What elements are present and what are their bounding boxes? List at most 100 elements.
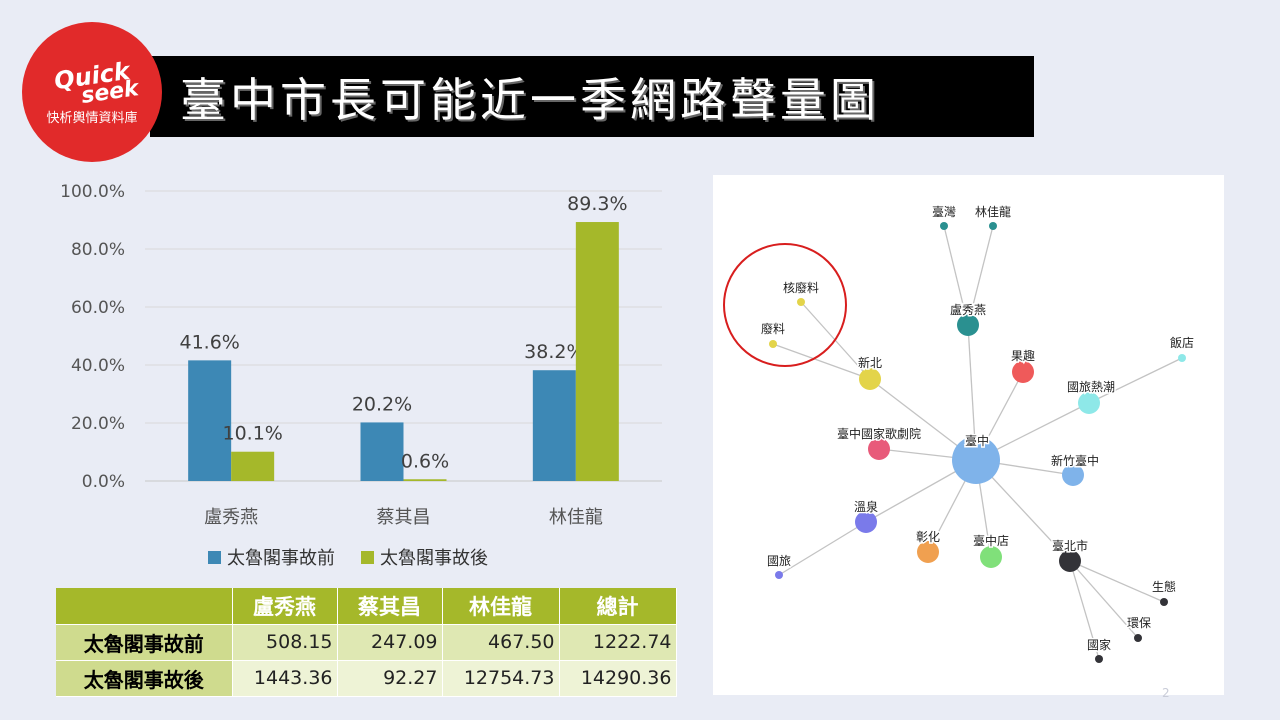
legend-label-after: 太魯閣事故後 <box>380 548 488 569</box>
network-node-linjialong <box>989 222 997 230</box>
network-edge <box>1069 560 1139 639</box>
y-tick-label: 100.0% <box>60 182 125 202</box>
highlight-circle <box>723 243 847 367</box>
legend-item-before: 太魯閣事故前 <box>208 544 335 570</box>
page-number: 2 <box>1162 686 1170 700</box>
table-row: 太魯閣事故前 508.15 247.09 467.50 1222.74 <box>56 624 677 661</box>
network-node-xinbei <box>859 368 881 390</box>
network-label-changhua: 彰化 <box>916 529 940 544</box>
network-node-guoqu <box>1012 361 1034 383</box>
x-category-label: 盧秀燕 <box>204 507 258 528</box>
y-tick-label: 0.0% <box>82 472 125 492</box>
bar-data-label: 20.2% <box>352 393 412 415</box>
table-cell: 14290.36 <box>559 660 677 697</box>
network-edge <box>967 225 994 326</box>
network-node-taipei <box>1059 550 1081 572</box>
page-title: 臺中市長可能近一季網路聲量圖 <box>180 73 880 127</box>
network-label-center: 臺中 <box>965 433 989 448</box>
table-cell: 12754.73 <box>442 660 560 697</box>
network-node-fandian <box>1178 354 1186 362</box>
x-category-label: 林佳龍 <box>549 507 603 528</box>
network-node-guolv <box>775 571 783 579</box>
network-node-huanbao <box>1134 634 1142 642</box>
table-header-cell: 總計 <box>559 588 677 625</box>
table-row: 太魯閣事故後 1443.36 92.27 12754.73 14290.36 <box>56 660 677 697</box>
network-label-hefeiliao: 核廢料 <box>783 280 819 295</box>
volume-table: 盧秀燕 蔡其昌 林佳龍 總計 太魯閣事故前 508.15 247.09 467.… <box>56 588 677 697</box>
network-node-changhua <box>917 541 939 563</box>
bar-data-label: 41.6% <box>179 331 239 353</box>
network-label-guolu: 國旅熱潮 <box>1067 379 1115 394</box>
table-header-cell: 林佳龍 <box>442 588 560 625</box>
table-cell: 92.27 <box>337 660 443 697</box>
network-edge <box>1088 357 1183 404</box>
table-header-cell: 蔡其昌 <box>337 588 443 625</box>
bar-chart: 0.0% 20.0% 40.0% 60.0% 80.0% 100.0% 盧秀燕 41.6% 10… <box>60 182 662 528</box>
network-label-tczdian: 臺中店 <box>973 533 1009 548</box>
network-label-taiwan: 臺灣 <box>932 204 956 219</box>
table-corner-cell <box>56 588 233 625</box>
table-cell: 1222.74 <box>559 624 677 661</box>
network-label-luxiuyan: 盧秀燕 <box>950 303 986 317</box>
bar-after <box>403 479 447 481</box>
network-edge <box>943 225 969 326</box>
network-label-linjialong: 林佳龍 <box>975 204 1011 219</box>
y-tick-label: 40.0% <box>71 356 125 376</box>
bar-after <box>231 451 275 481</box>
table-header-cell: 盧秀燕 <box>232 588 338 625</box>
logo-slogan: 快析輿情資料庫 <box>46 111 138 126</box>
table-row-label: 太魯閣事故前 <box>56 624 233 661</box>
network-node-guojia <box>1095 655 1103 663</box>
network-edge <box>1069 560 1165 603</box>
table-cell: 247.09 <box>337 624 443 661</box>
network-label-fandian: 飯店 <box>1170 335 1194 350</box>
network-node-wenquan <box>855 511 877 533</box>
network-label-wenquan: 溫泉 <box>854 500 878 514</box>
network-node-hsinchu <box>1062 464 1084 486</box>
bar-data-label: 0.6% <box>401 450 449 472</box>
network-label-guoqu: 果趣 <box>1011 348 1035 363</box>
network-label-feiliao: 廢料 <box>761 321 785 336</box>
network-label-huanbao: 環保 <box>1127 616 1151 630</box>
network-node-shengtai <box>1160 598 1168 606</box>
bar-before <box>360 422 404 481</box>
legend-swatch-after <box>361 550 374 564</box>
network-node-opera <box>868 438 890 460</box>
legend-swatch-before <box>208 550 221 564</box>
network-edge <box>772 343 871 380</box>
bar-data-label: 89.3% <box>567 193 627 215</box>
network-label-hsinchu: 新竹臺中 <box>1051 453 1099 468</box>
table-cell: 508.15 <box>232 624 338 661</box>
table-row-label: 太魯閣事故後 <box>56 660 233 697</box>
network-label-xinbei: 新北 <box>858 355 882 370</box>
network-node-hefeiliao <box>797 298 805 306</box>
network-node-center <box>952 436 1000 484</box>
legend-item-after: 太魯閣事故後 <box>361 544 488 570</box>
legend-label-before: 太魯閣事故前 <box>227 548 335 569</box>
y-tick-label: 20.0% <box>71 414 125 434</box>
network-node-taiwan <box>940 222 948 230</box>
quickseek-logo: Quick seek 快析輿情資料庫 <box>22 22 162 162</box>
network-node-feiliao <box>769 340 777 348</box>
title-bar: 臺中市長可能近一季網路聲量圖 <box>150 56 1034 137</box>
network-edge <box>778 521 867 576</box>
x-category-label: 蔡其昌 <box>377 507 431 528</box>
bar-before <box>532 370 576 481</box>
table-cell: 467.50 <box>442 624 560 661</box>
y-tick-label: 80.0% <box>71 240 125 260</box>
network-node-guolu <box>1078 392 1100 414</box>
bar-data-label: 38.2% <box>524 341 584 363</box>
chart-legend: 太魯閣事故前 太魯閣事故後 <box>208 544 488 570</box>
network-label-guojia: 國家 <box>1087 637 1111 652</box>
table-cell: 1443.36 <box>232 660 338 697</box>
network-node-tczdian <box>980 546 1002 568</box>
network-label-shengtai: 生態 <box>1152 579 1176 594</box>
network-label-taipei: 臺北市 <box>1052 538 1088 553</box>
bar-before <box>188 360 232 481</box>
bar-after <box>575 222 619 481</box>
bar-data-label: 10.1% <box>222 423 282 445</box>
network-node-luxiuyan <box>957 314 979 336</box>
network-label-opera: 臺中國家歌劇院 <box>837 426 921 441</box>
network-label-guolv: 國旅 <box>767 554 791 568</box>
